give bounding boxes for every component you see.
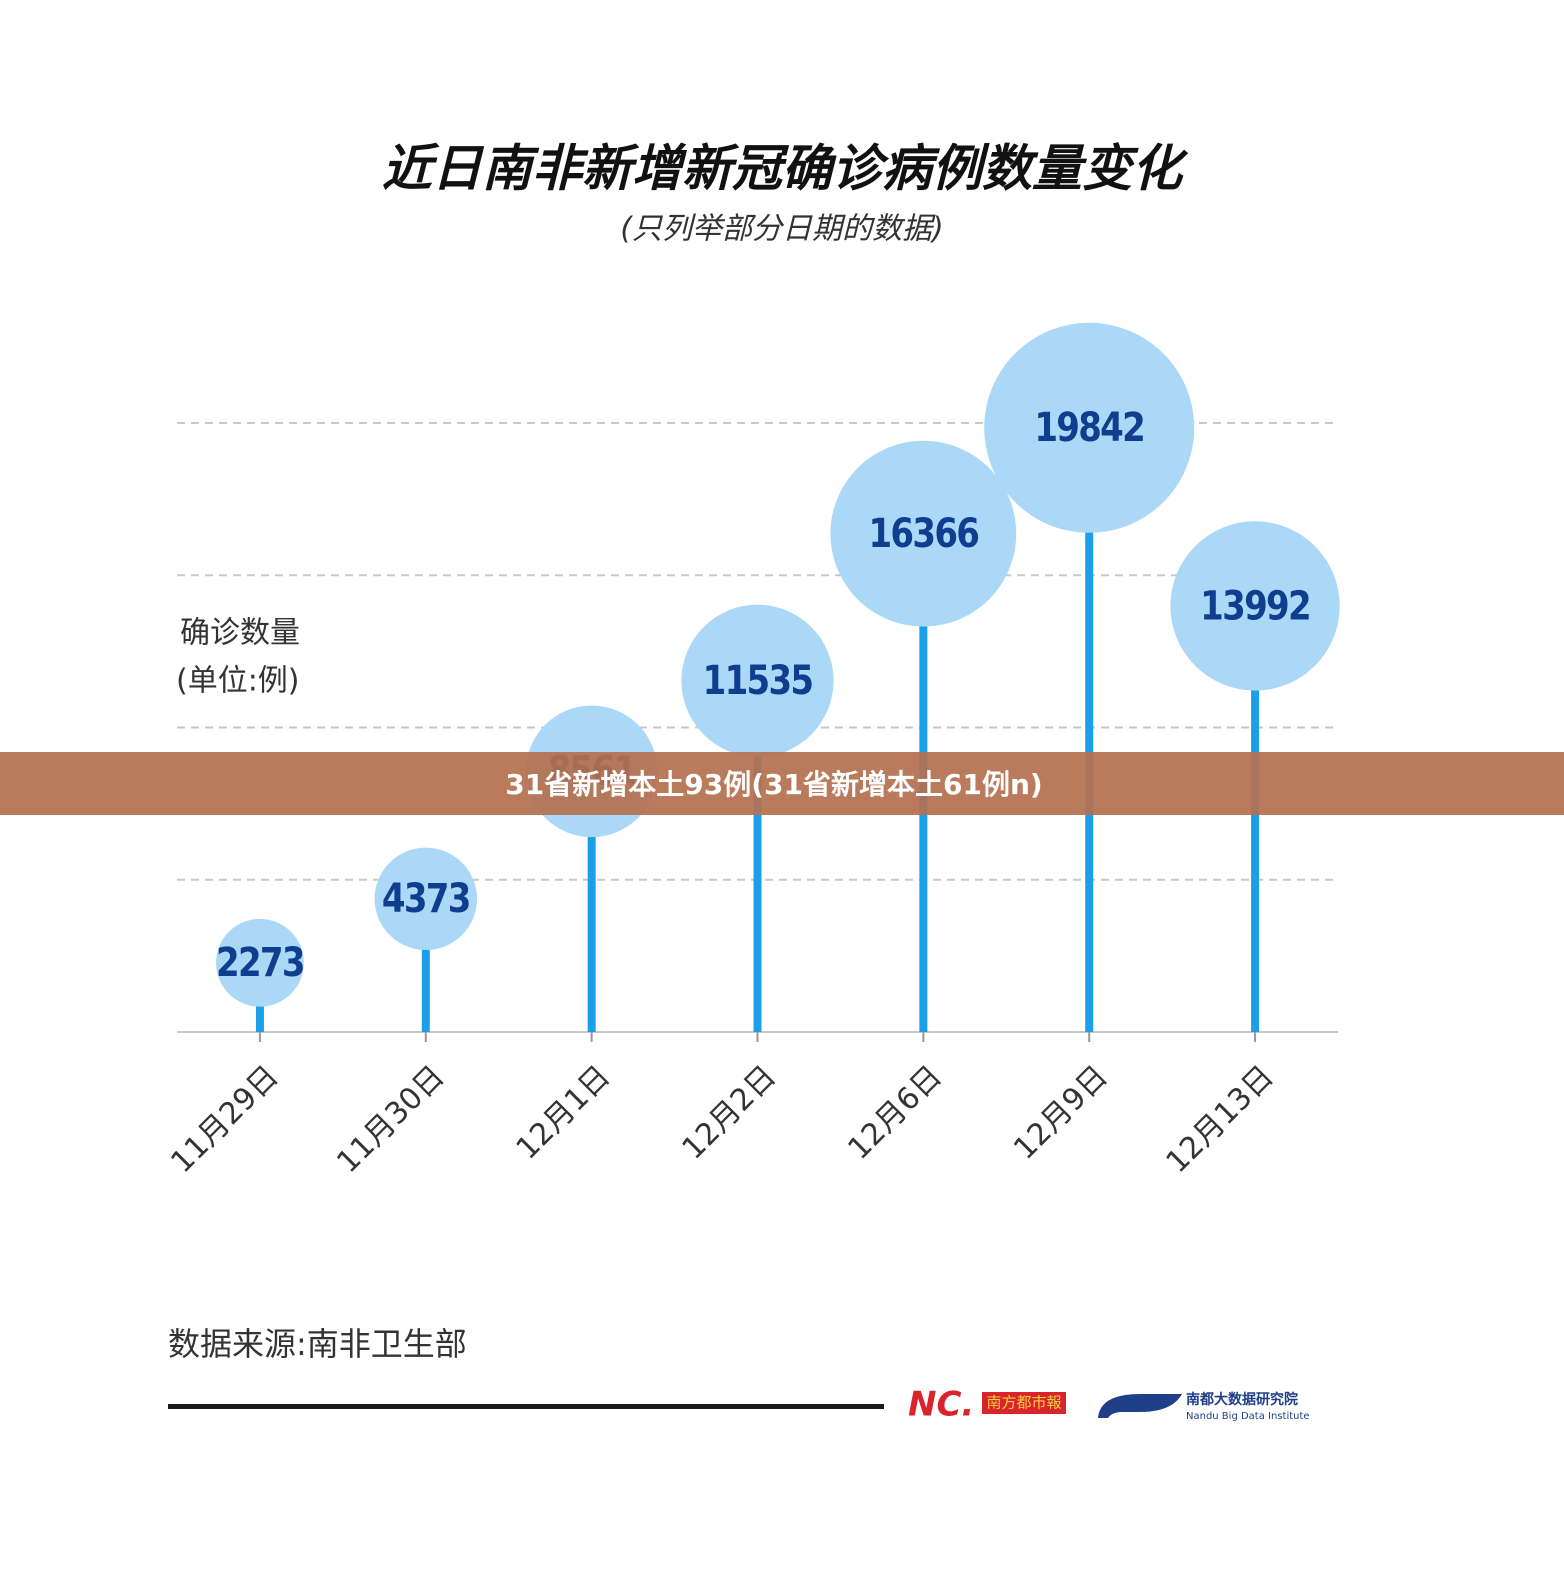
value-label: 13992: [1200, 583, 1310, 629]
bubble: [1170, 521, 1340, 691]
x-tick-label: 12月1日: [510, 1059, 618, 1167]
x-tick-label: 11月29日: [164, 1059, 285, 1180]
y-axis-label: 确诊数量: [180, 616, 300, 651]
bubble: [681, 604, 834, 757]
logo2-en: Nandu Big Data Institute: [1186, 1411, 1310, 1422]
value-label: 2273: [216, 939, 304, 985]
bubble: [984, 322, 1195, 533]
value-label: 19842: [1034, 404, 1144, 450]
logo-name: 南方都市報: [986, 1394, 1061, 1412]
source: 数据来源:南非卫生部: [168, 1325, 467, 1363]
value-label: 4373: [382, 876, 470, 922]
value-label: 16366: [868, 510, 978, 556]
bubble: [374, 847, 477, 951]
logo-box: [982, 1392, 1066, 1414]
x-tick-label: 12月9日: [1007, 1059, 1115, 1167]
x-tick-label: 11月30日: [330, 1059, 451, 1180]
logo2-icon: [1098, 1394, 1182, 1418]
value-label: 11535: [703, 657, 813, 703]
bubble: [830, 440, 1017, 627]
bubble: [216, 918, 304, 1007]
banner-text: 31省新增本土93例(31省新增本土61例n): [505, 768, 1042, 801]
x-tick-label: 12月13日: [1160, 1059, 1281, 1180]
plot: 11月29日227311月30日437312月1日856112月2日115351…: [164, 322, 1340, 1180]
y-axis-unit: (单位:例): [176, 664, 300, 699]
x-tick-label: 12月6日: [841, 1059, 949, 1167]
logo2-name: 南都大数据研究院: [1186, 1391, 1298, 1408]
footer-rule: [168, 1404, 884, 1409]
chart-title: 近日南非新增新冠确诊病例数量变化: [382, 140, 1189, 198]
chart-subtitle: (只列举部分日期的数据): [620, 212, 943, 247]
logo-nc: NC.: [908, 1385, 974, 1425]
banner: [0, 752, 1564, 815]
x-tick-label: 12月2日: [675, 1059, 783, 1167]
